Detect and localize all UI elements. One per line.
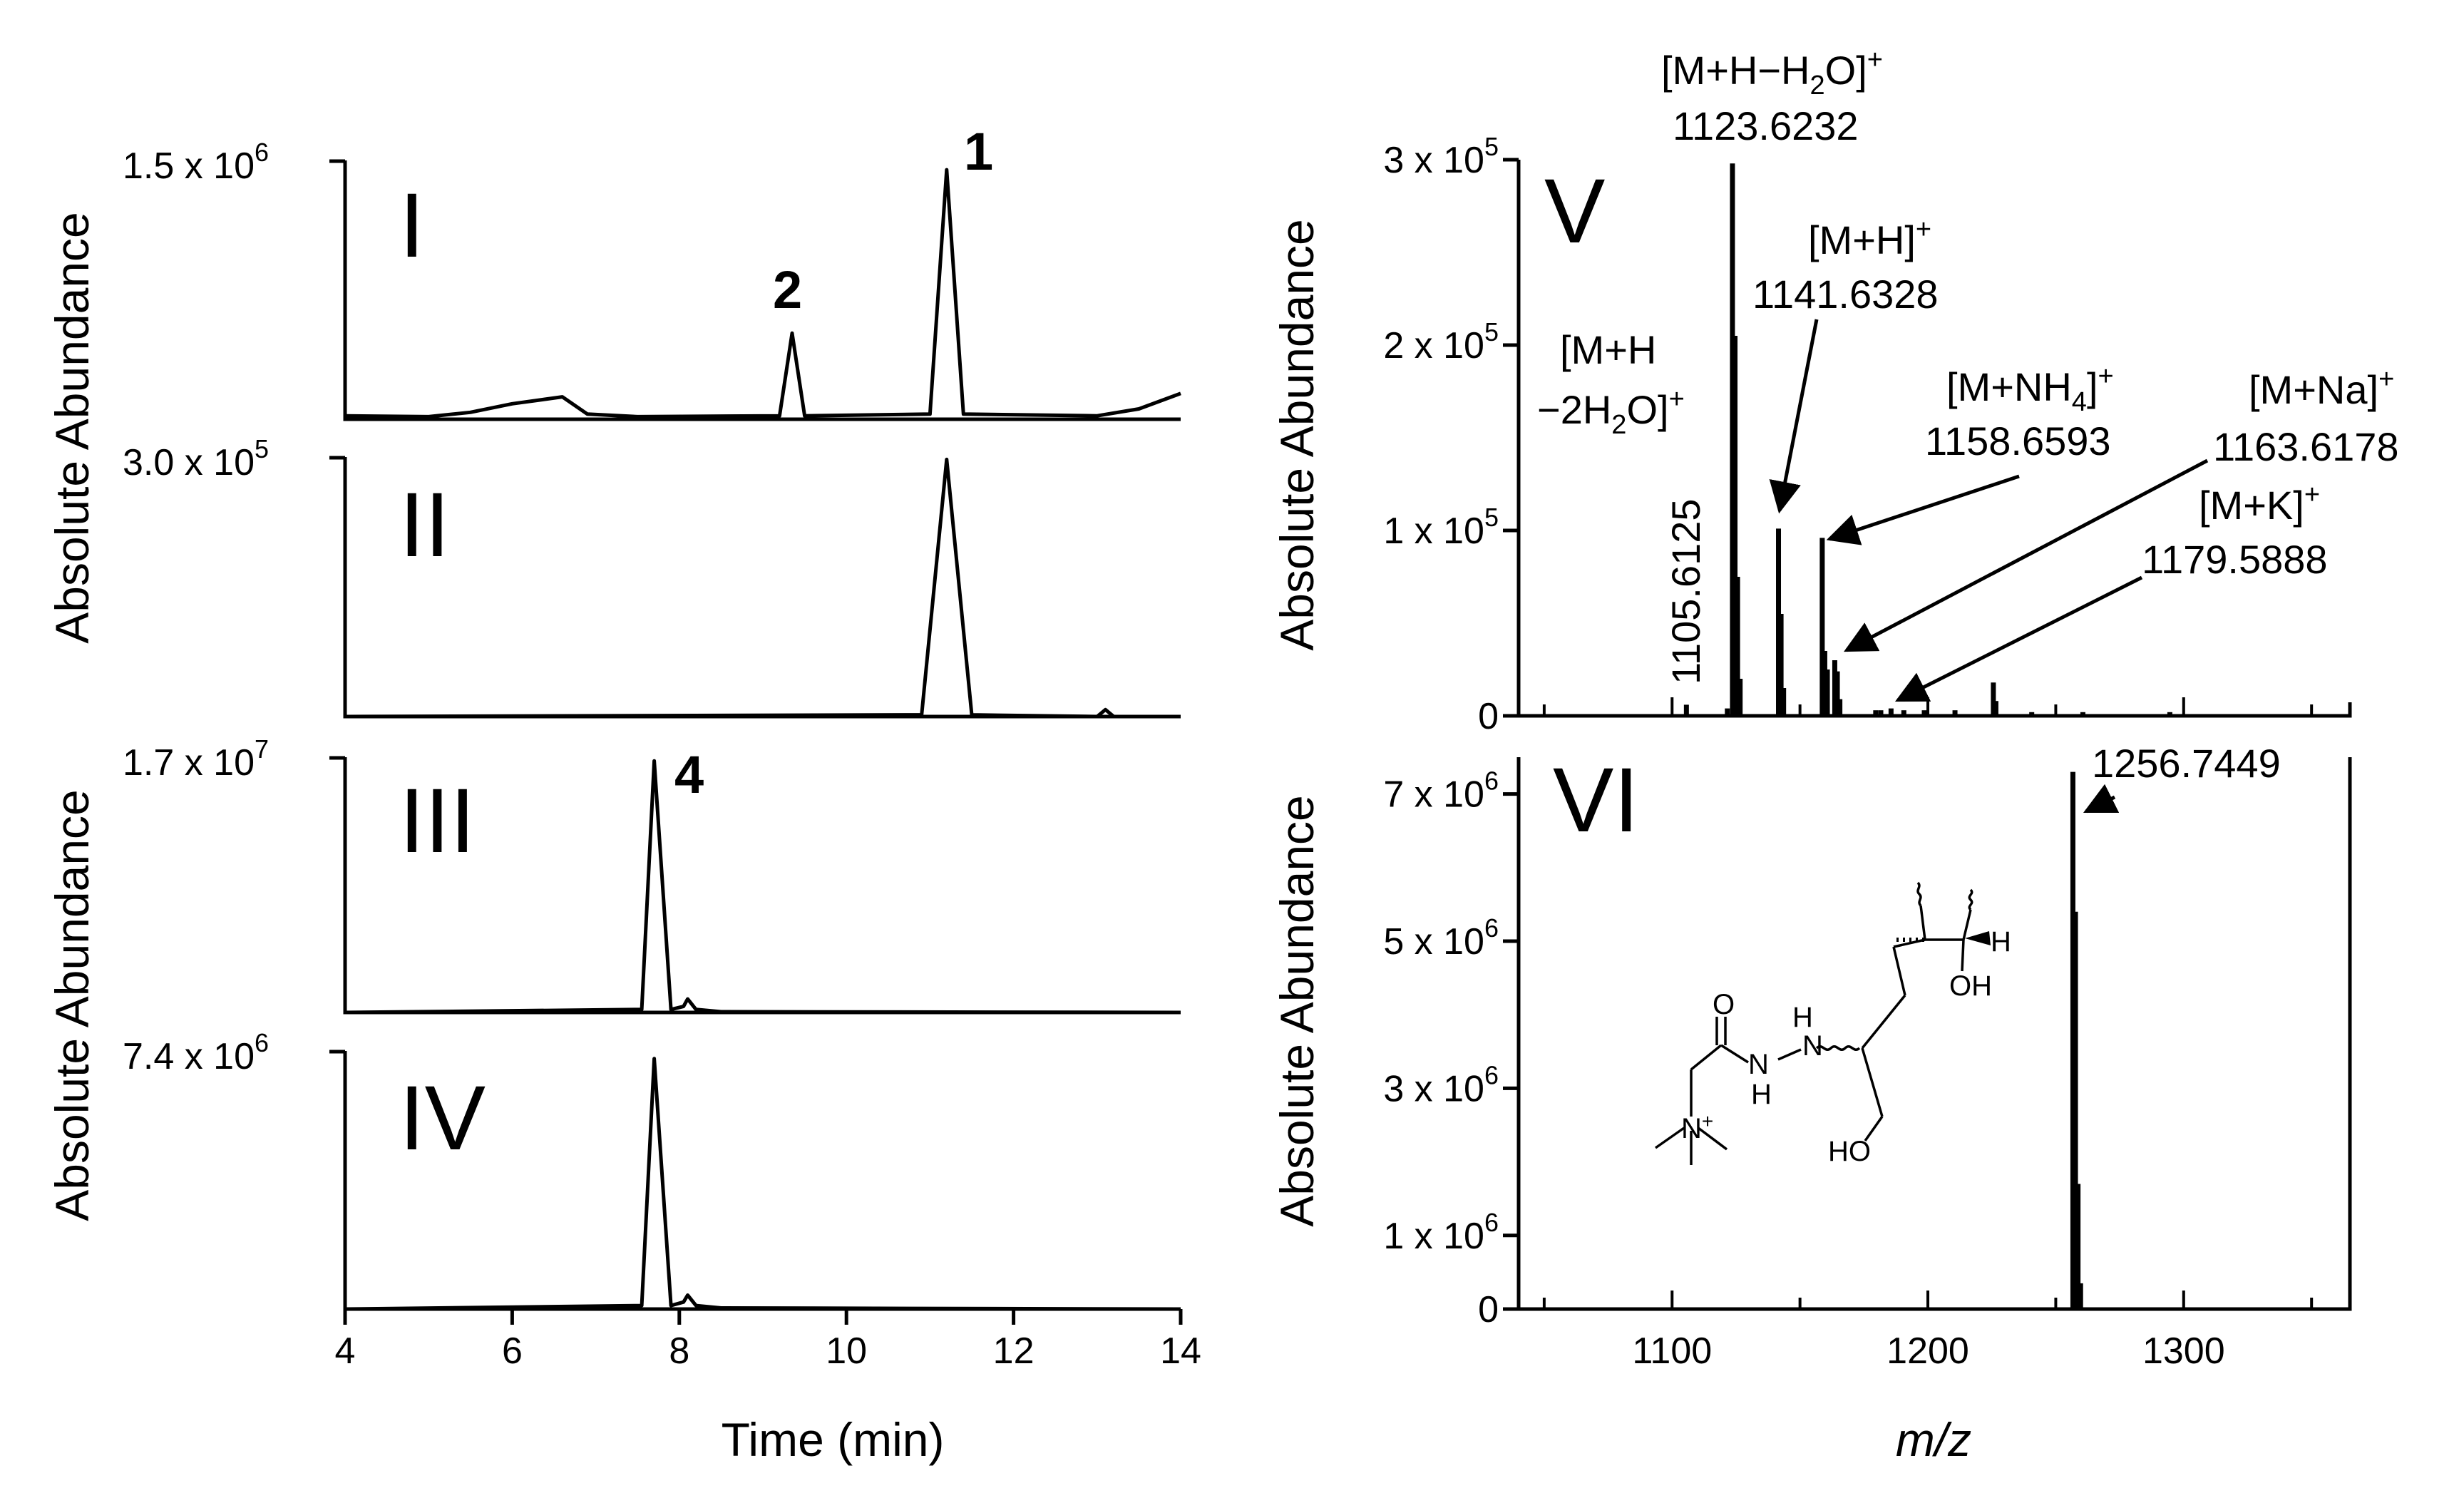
panel-VI-spectrum bbox=[2070, 771, 2083, 1309]
panel-VI-axes bbox=[1516, 757, 2352, 1311]
panel-III-label: III bbox=[399, 770, 476, 872]
mz-axis-title: m/z bbox=[1896, 1413, 1971, 1466]
panel-I-trace bbox=[344, 168, 1181, 419]
ylabel-bottom-right: Absolute Abundance bbox=[1270, 795, 1323, 1227]
panel-IV-label: IV bbox=[399, 1067, 486, 1169]
ytick-label-5000000: 5 x 106 bbox=[1383, 913, 1499, 963]
arrow-na bbox=[1844, 458, 2209, 652]
time-tick-label-12: 12 bbox=[993, 1330, 1035, 1372]
ytick-label-100000: 1 x 105 bbox=[1383, 503, 1499, 552]
panel-VI-label: VI bbox=[1553, 749, 1639, 851]
peak-label-2: 2 bbox=[773, 260, 802, 319]
ion-h-minus-h2o-label: [M+H−H2O]+ bbox=[1661, 45, 1883, 101]
ion-2h2o-mz: 1105.6125 bbox=[1663, 498, 1708, 684]
chemical-structure bbox=[1654, 881, 1991, 1165]
struct-carbonyl-o: O bbox=[1713, 989, 1735, 1020]
time-axis-title: Time (min) bbox=[722, 1413, 945, 1466]
panel-I-axes bbox=[343, 160, 1181, 421]
peak-label-1: 1 bbox=[964, 122, 993, 181]
struct-n1: N bbox=[1802, 1030, 1823, 1062]
left-chromatograms: Absolute Abundance Absolute Abundance 1.… bbox=[46, 122, 1201, 1466]
arrow-mh bbox=[1769, 319, 1819, 514]
right-mass-spectra: Absolute Abundance Absolute Abundance 0 1… bbox=[1270, 45, 2399, 1466]
panel-III-ytop-label: 1.7 x 107 bbox=[123, 734, 269, 784]
ion-mh-label: [M+H]+ bbox=[1808, 215, 1931, 262]
panel-I-label: I bbox=[399, 175, 425, 277]
ion-h-minus-h2o-mz: 1123.6232 bbox=[1673, 103, 1859, 148]
ytick-label-300000: 3 x 105 bbox=[1383, 132, 1499, 181]
ytick-label-0: 0 bbox=[1478, 696, 1499, 737]
ion-na-mz: 1163.6178 bbox=[2213, 424, 2399, 469]
ion-k-label: [M+K]+ bbox=[2199, 480, 2320, 528]
struct-n-plus: N+ bbox=[1681, 1110, 1713, 1144]
ylabel-bottom-left: Absolute Abundance bbox=[46, 789, 98, 1221]
ylabel-top-left: Absolute Abundance bbox=[46, 212, 98, 644]
panel-II-axes bbox=[343, 457, 1181, 719]
panel-III-trace bbox=[344, 759, 1181, 1015]
mz-tick-label-1300: 1300 bbox=[2142, 1330, 2225, 1372]
time-tick-label-4: 4 bbox=[335, 1330, 356, 1372]
mz-tick-label-1200: 1200 bbox=[1886, 1330, 1969, 1372]
panel-V-yticks: 0 1 x 105 2 x 105 3 x 105 bbox=[1383, 132, 1519, 737]
ytick-label-7000000: 7 x 106 bbox=[1383, 766, 1499, 816]
struct-ho: HO bbox=[1828, 1136, 1871, 1167]
time-tick-label-6: 6 bbox=[502, 1330, 523, 1372]
time-tick-label-8: 8 bbox=[669, 1330, 689, 1372]
arrow-vi bbox=[2083, 784, 2120, 814]
ion-vi-mz: 1256.7449 bbox=[2092, 741, 2281, 786]
ylabel-top-right: Absolute Abundance bbox=[1270, 219, 1323, 651]
ion-nh4-mz: 1158.6593 bbox=[1925, 419, 2111, 463]
ytick-label-1000000: 1 x 106 bbox=[1383, 1208, 1499, 1257]
panel-IV-trace bbox=[344, 1057, 1181, 1311]
mz-tick-label-1100: 1100 bbox=[1632, 1330, 1712, 1372]
ion-2h2o-label-line1: [M+H bbox=[1560, 327, 1656, 372]
panel-II-ytop-label: 3.0 x 105 bbox=[123, 434, 269, 483]
panel-VI-yticks: 0 1 x 106 3 x 106 5 x 106 7 x 106 bbox=[1383, 766, 1519, 1330]
time-tick-label-14: 14 bbox=[1160, 1330, 1201, 1372]
struct-nh-h2: H bbox=[1751, 1079, 1772, 1110]
ytick-label-200000: 2 x 105 bbox=[1383, 317, 1499, 366]
ion-na-label: [M+Na]+ bbox=[2249, 364, 2394, 412]
panel-V-label: V bbox=[1544, 160, 1605, 262]
struct-n2: N bbox=[1748, 1049, 1769, 1080]
ion-k-mz: 1179.5888 bbox=[2142, 537, 2328, 582]
panel-V-spectrum bbox=[1683, 163, 2172, 716]
struct-nh-h1: H bbox=[1792, 1002, 1813, 1033]
ytick-label-0: 0 bbox=[1478, 1289, 1499, 1330]
arrow-nh4 bbox=[1826, 474, 2020, 545]
panel-II-label: II bbox=[399, 474, 450, 576]
time-tick-label-10: 10 bbox=[826, 1330, 867, 1372]
ion-2h2o-label-line2: −2H2O]+ bbox=[1537, 384, 1685, 440]
ion-mh-mz: 1141.6328 bbox=[1752, 272, 1939, 317]
panel-I-ytop-label: 1.5 x 106 bbox=[123, 138, 269, 187]
panel-II-trace bbox=[344, 457, 1181, 719]
time-axis-ticks: 4 6 8 10 12 14 bbox=[335, 1309, 1201, 1372]
struct-oh: OH bbox=[1949, 970, 1992, 1002]
mz-axis-ticks: 1100 1200 1300 bbox=[1542, 697, 2314, 1372]
arrow-k bbox=[1894, 575, 2143, 702]
panel-V-axes bbox=[1516, 160, 2352, 718]
struct-h: H bbox=[1991, 926, 2011, 958]
panel-IV-ytop-label: 7.4 x 106 bbox=[123, 1028, 269, 1077]
peak-label-4: 4 bbox=[674, 745, 704, 804]
ytick-label-3000000: 3 x 106 bbox=[1383, 1060, 1499, 1109]
ion-nh4-label: [M+NH4]+ bbox=[1946, 361, 2114, 417]
